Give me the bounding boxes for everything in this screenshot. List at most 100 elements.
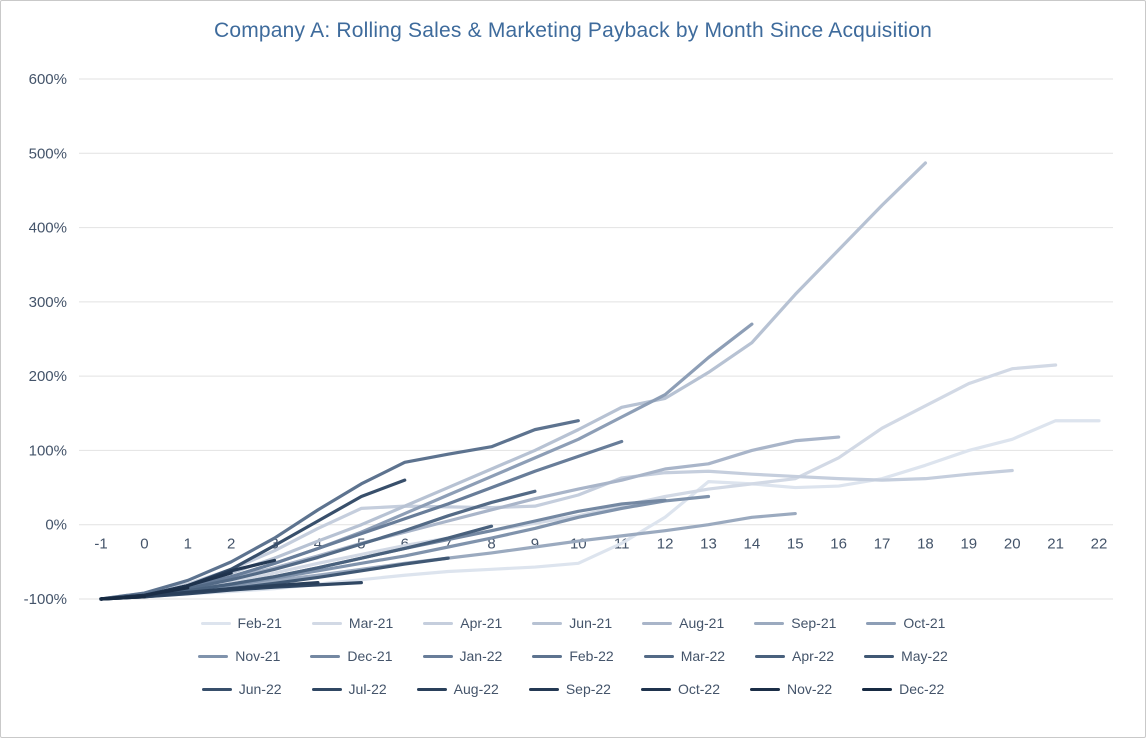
- legend-line-swatch: [754, 621, 785, 625]
- x-axis-label: 12: [657, 536, 674, 553]
- legend-item-nov-22: Nov-22: [750, 681, 832, 697]
- x-axis-label: 2: [227, 536, 235, 553]
- legend-item-oct-22: Oct-22: [640, 681, 720, 697]
- legend-item-jan-22: Jan-22: [422, 648, 503, 664]
- legend-label: Mar-21: [348, 615, 394, 631]
- x-axis-label: 21: [1047, 536, 1064, 553]
- legend-row: Jun-22 Jul-22 Aug-22 Sep-22 Oct-22 Nov-22 Dec-…: [201, 681, 944, 697]
- y-axis-label: 500%: [29, 145, 67, 162]
- legend-item-dec-22: Dec-22: [862, 681, 944, 697]
- x-axis-label: 19: [960, 536, 977, 553]
- legend-item-oct-21: Oct-21: [866, 615, 945, 631]
- legend-line-swatch: [416, 687, 447, 691]
- chart-legend: Feb-21 Mar-21 Apr-21 Jun-21 Aug-21 Sep-21 Oct-…: [1, 615, 1145, 697]
- legend-label: Sep-21: [791, 615, 837, 631]
- x-axis-label: 9: [531, 536, 539, 553]
- legend-row: Feb-21 Mar-21 Apr-21 Jun-21 Aug-21 Sep-21 Oct-…: [200, 615, 945, 631]
- legend-label: Apr-22: [792, 648, 835, 664]
- legend-line-swatch: [643, 654, 674, 658]
- legend-label: Nov-21: [235, 648, 281, 664]
- legend-line-swatch: [866, 621, 897, 625]
- x-axis-label: 20: [1004, 536, 1021, 553]
- series-line-dec-22: [99, 595, 146, 601]
- x-axis-label: 22: [1091, 536, 1108, 553]
- x-axis-label: 14: [744, 536, 761, 553]
- legend-item-dec-21: Dec-21: [310, 648, 393, 664]
- legend-row: Nov-21 Dec-21 Jan-22 Feb-22 Mar-22 Apr-22 May-…: [198, 648, 948, 664]
- legend-label: Jan-22: [459, 648, 503, 664]
- y-axis-label: 100%: [29, 442, 67, 459]
- chart-svg: 600%500%400%300%200%100%0%-100%-1 0 1 2 3 4 5 6…: [24, 71, 1113, 608]
- y-axis-label: 0%: [45, 517, 67, 534]
- x-axis-label: 8: [487, 536, 495, 553]
- legend-label: Dec-22: [899, 681, 945, 697]
- legend-line-swatch: [640, 687, 671, 691]
- x-axis-label: 15: [787, 536, 804, 553]
- chart-title: Company A: Rolling Sales & Marketing Pay…: [213, 19, 933, 42]
- legend-label: Apr-21: [460, 615, 503, 631]
- legend-label: May-22: [901, 648, 948, 664]
- y-axis-label: -100%: [24, 591, 67, 608]
- x-axis-label: 0: [140, 536, 148, 553]
- y-axis-label: 400%: [29, 220, 67, 237]
- legend-label: Feb-22: [569, 648, 614, 664]
- legend-line-swatch: [311, 621, 342, 625]
- legend-line-swatch: [864, 654, 895, 658]
- legend-label: Feb-21: [237, 615, 282, 631]
- legend-line-swatch: [311, 687, 342, 691]
- y-axis-label: 600%: [29, 71, 67, 88]
- legend-item-may-22: May-22: [864, 648, 948, 664]
- legend-line-swatch: [200, 621, 231, 625]
- x-axis-label: 13: [700, 536, 717, 553]
- legend-line-swatch: [201, 687, 232, 691]
- legend-label: Aug-21: [679, 615, 725, 631]
- legend-label: Oct-22: [677, 681, 720, 697]
- x-axis-label: 10: [570, 536, 587, 553]
- legend-item-mar-21: Mar-21: [311, 615, 394, 631]
- legend-item-mar-22: Mar-22: [643, 648, 726, 664]
- series-line-oct-21: [99, 322, 754, 601]
- y-axis-label: 300%: [29, 294, 67, 311]
- y-axis-label: 200%: [29, 368, 67, 385]
- legend-line-swatch: [755, 654, 786, 658]
- legend-item-sep-22: Sep-22: [528, 681, 611, 697]
- legend-line-swatch: [862, 687, 893, 691]
- legend-line-swatch: [310, 654, 341, 658]
- legend-item-jul-22: Jul-22: [311, 681, 387, 697]
- series-line-feb-22: [99, 419, 580, 601]
- x-axis-label: 16: [830, 536, 847, 553]
- x-axis-label: 18: [917, 536, 934, 553]
- legend-item-aug-22: Aug-22: [416, 681, 499, 697]
- legend-line-swatch: [198, 654, 229, 658]
- x-axis-label: 7: [444, 536, 452, 553]
- legend-label: Oct-21: [903, 615, 946, 631]
- legend-item-apr-21: Apr-21: [423, 615, 502, 631]
- x-axis-label: 17: [874, 536, 891, 553]
- x-axis-label: 4: [314, 536, 322, 553]
- legend-line-swatch: [750, 687, 780, 691]
- legend-label: Nov-22: [787, 681, 833, 697]
- legend-item-feb-22: Feb-22: [532, 648, 614, 664]
- legend-item-feb-21: Feb-21: [200, 615, 282, 631]
- x-axis-label: -1: [94, 536, 107, 553]
- legend-item-jun-22: Jun-22: [201, 681, 282, 697]
- legend-label: Jun-21: [569, 615, 613, 631]
- legend-label: Jun-22: [238, 681, 282, 697]
- series-line-apr-21: [99, 468, 1014, 601]
- legend-label: Sep-22: [565, 681, 611, 697]
- legend-label: Aug-22: [453, 681, 499, 697]
- legend-item-nov-21: Nov-21: [198, 648, 280, 664]
- legend-label: Dec-21: [347, 648, 393, 664]
- legend-line-swatch: [642, 621, 673, 625]
- legend-item-aug-21: Aug-21: [642, 615, 724, 631]
- legend-line-swatch: [423, 621, 454, 625]
- legend-line-swatch: [532, 654, 563, 658]
- legend-label: Mar-22: [680, 648, 726, 664]
- legend-item-jun-21: Jun-21: [532, 615, 612, 631]
- legend-item-apr-22: Apr-22: [755, 648, 834, 664]
- legend-line-swatch: [528, 687, 559, 691]
- legend-line-swatch: [422, 654, 453, 658]
- legend-line-swatch: [532, 621, 563, 625]
- legend-item-sep-21: Sep-21: [754, 615, 836, 631]
